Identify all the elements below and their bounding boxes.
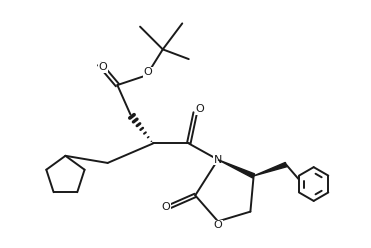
Text: O: O (162, 202, 170, 212)
Text: O: O (196, 104, 204, 114)
Text: O: O (214, 220, 222, 230)
Text: O: O (144, 67, 152, 77)
Polygon shape (218, 160, 255, 178)
Text: O: O (98, 62, 107, 72)
Text: N: N (214, 155, 222, 165)
Polygon shape (254, 162, 287, 176)
